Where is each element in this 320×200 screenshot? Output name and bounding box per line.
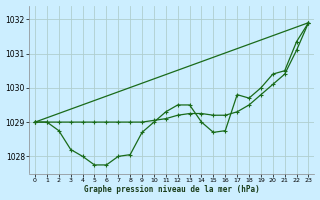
- X-axis label: Graphe pression niveau de la mer (hPa): Graphe pression niveau de la mer (hPa): [84, 185, 260, 194]
